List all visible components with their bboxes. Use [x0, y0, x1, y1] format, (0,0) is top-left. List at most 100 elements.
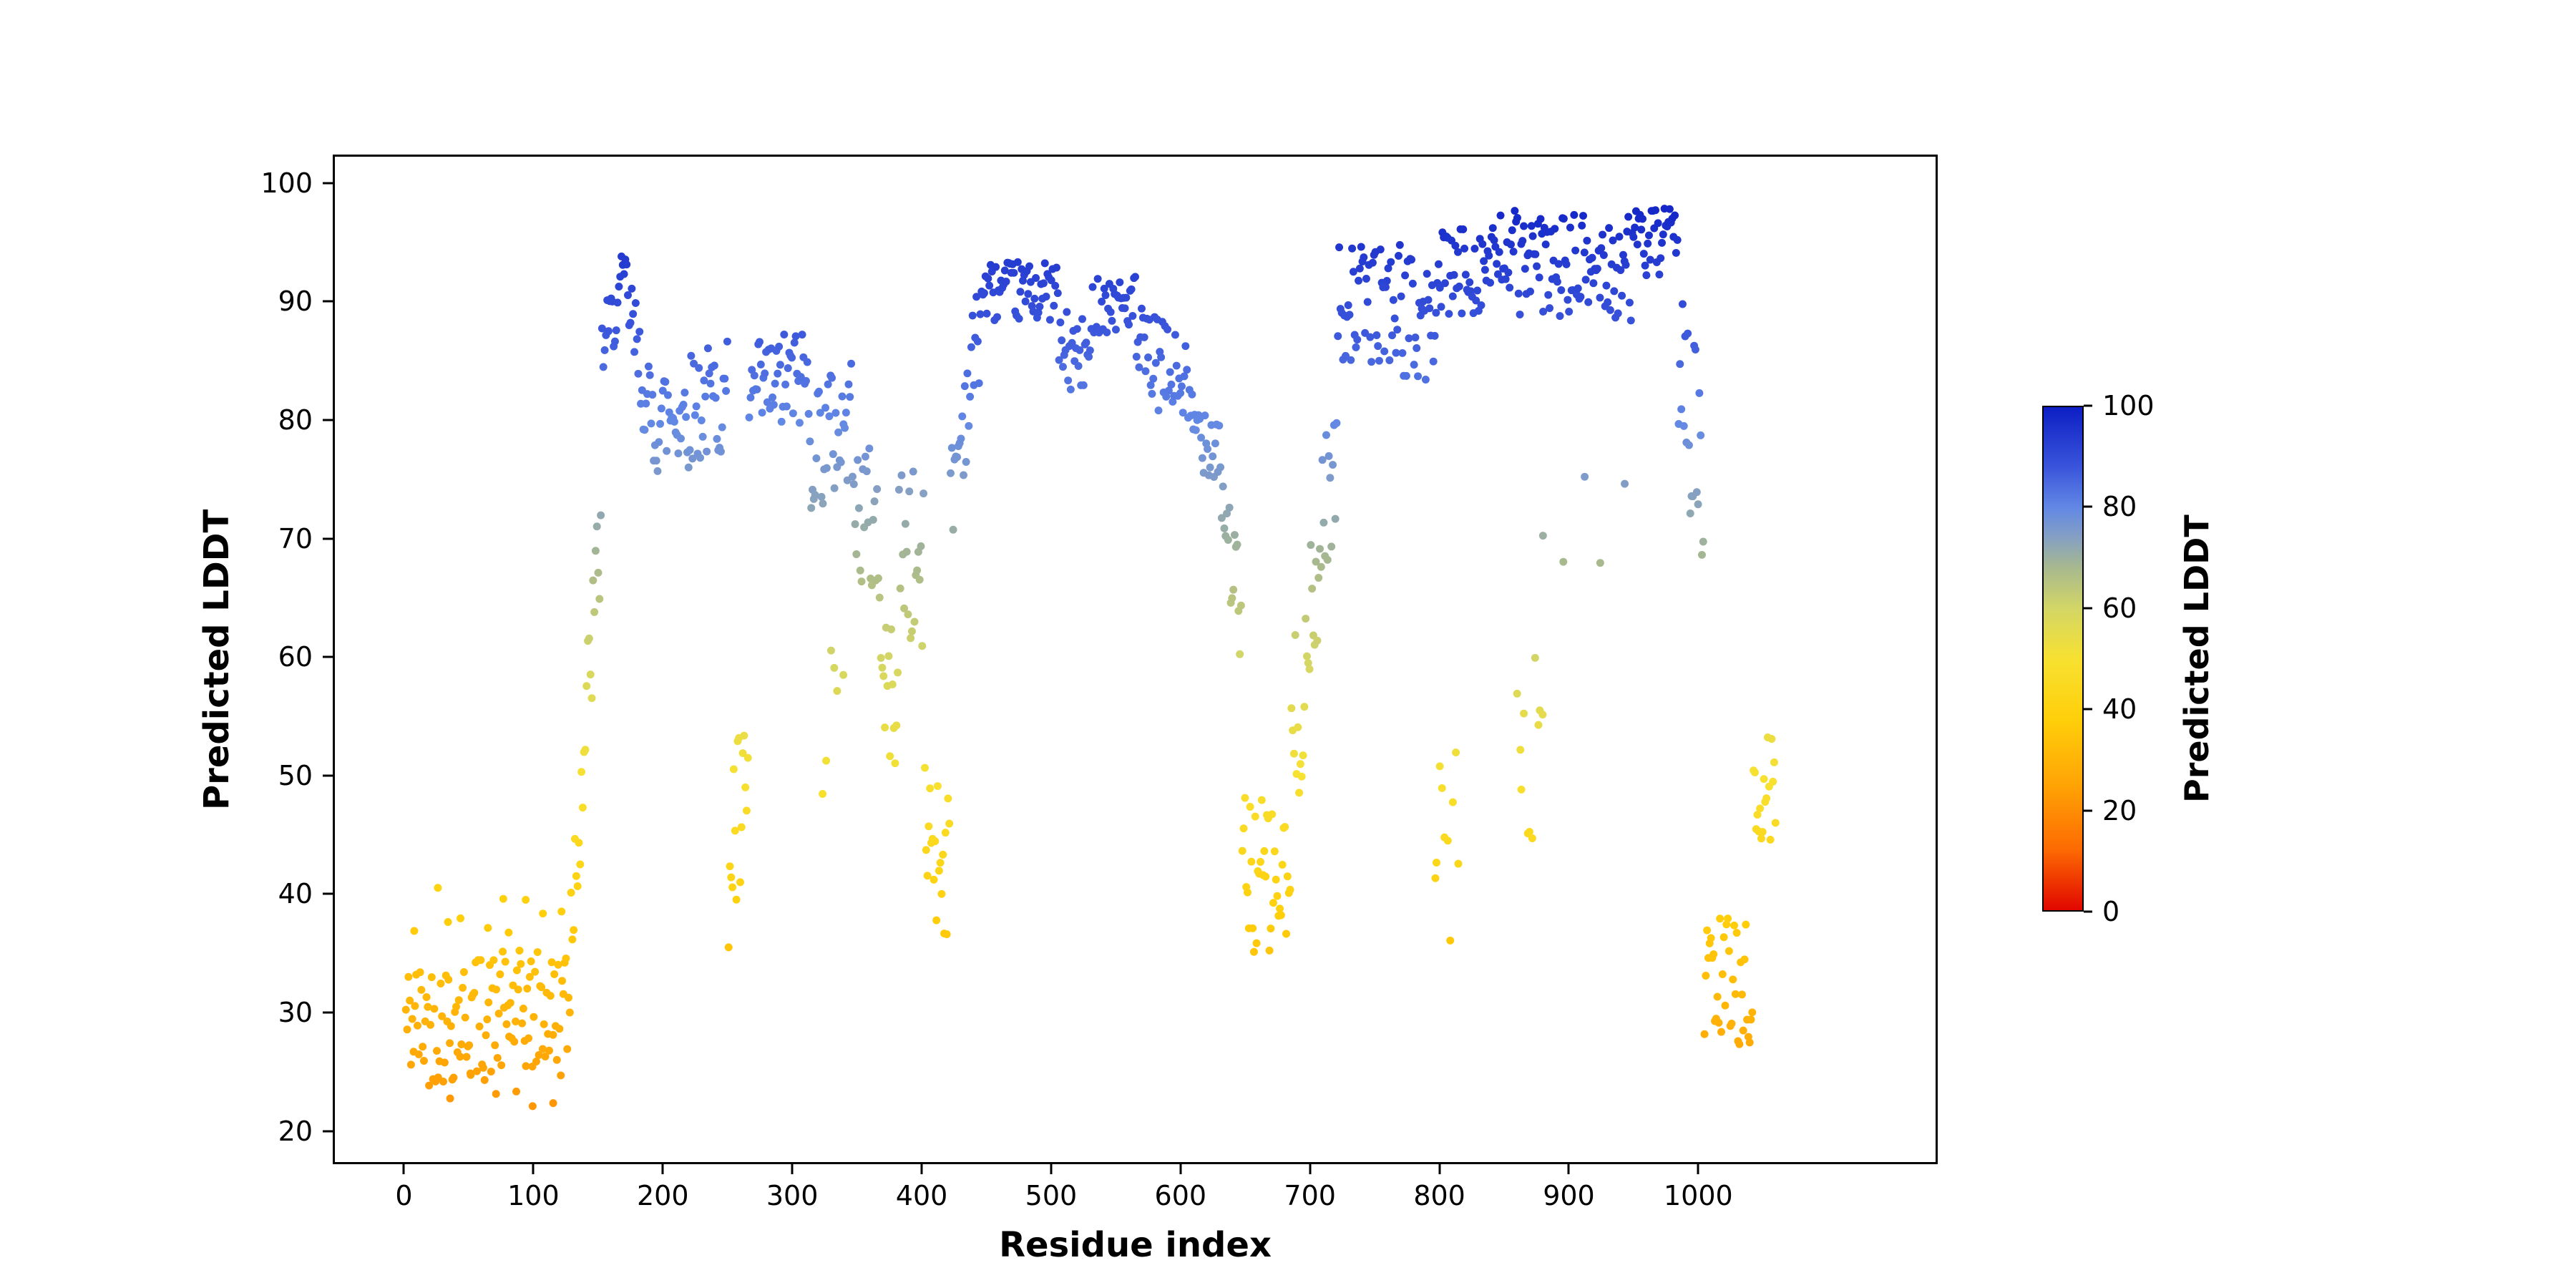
scatter-point — [993, 313, 1002, 321]
scatter-point — [1056, 318, 1065, 327]
scatter-point — [1750, 769, 1759, 777]
scatter-point — [1257, 796, 1266, 804]
scatter-point — [663, 447, 671, 455]
scatter-point — [736, 878, 744, 887]
scatter-point — [907, 634, 915, 643]
scatter-point — [844, 380, 853, 389]
scatter-point — [1217, 514, 1226, 522]
scatter-point — [426, 1020, 435, 1029]
scatter-svg — [401, 205, 1780, 1111]
scatter-point — [427, 973, 436, 982]
scatter-point — [1686, 509, 1694, 517]
scatter-point — [1137, 304, 1146, 313]
scatter-point — [865, 444, 874, 453]
scatter-point — [705, 369, 713, 378]
scatter-point — [422, 993, 431, 1001]
scatter-point — [1239, 824, 1248, 833]
scatter-point — [1531, 250, 1540, 258]
scatter-point — [1605, 224, 1614, 233]
y-tick-mark — [323, 419, 333, 421]
scatter-point — [484, 924, 492, 932]
scatter-point — [1493, 260, 1501, 268]
scatter-point — [728, 883, 737, 892]
scatter-point — [848, 472, 857, 481]
colorbar-tick-mark — [2084, 404, 2092, 407]
scatter-point — [1641, 261, 1649, 270]
colorbar-tick-mark — [2084, 809, 2092, 812]
scatter-point — [537, 983, 546, 992]
scatter-point — [923, 872, 932, 880]
scatter-point — [1393, 326, 1402, 334]
scatter-point — [985, 281, 994, 290]
colorbar-tick-label: 100 — [2102, 390, 2155, 421]
scatter-point — [966, 392, 975, 401]
y-tick-mark — [323, 1130, 333, 1133]
x-tick-label: 200 — [636, 1180, 689, 1211]
y-tick-mark — [323, 182, 333, 185]
scatter-point — [467, 1070, 475, 1079]
scatter-point — [815, 387, 823, 396]
scatter-point — [419, 1043, 427, 1051]
scatter-point — [1514, 289, 1523, 298]
scatter-point — [554, 960, 562, 969]
scatter-point — [1149, 374, 1158, 383]
scatter-point — [1228, 594, 1236, 602]
scatter-point — [798, 331, 806, 339]
scatter-point — [737, 823, 746, 831]
scatter-point — [630, 348, 639, 356]
scatter-point — [403, 1025, 411, 1034]
scatter-point — [1238, 847, 1246, 855]
scatter-point — [910, 618, 919, 626]
scatter-point — [512, 1018, 520, 1026]
scatter-point — [1495, 248, 1503, 256]
scatter-point — [1397, 292, 1405, 301]
scatter-point — [690, 359, 698, 368]
scatter-point — [1748, 1008, 1757, 1017]
scatter-point — [401, 1005, 410, 1014]
scatter-point — [1533, 262, 1541, 270]
scatter-point — [462, 1053, 471, 1061]
scatter-point — [1625, 298, 1634, 307]
scatter-point — [1535, 273, 1543, 282]
scatter-point — [1513, 689, 1521, 698]
x-tick-label: 100 — [507, 1180, 560, 1211]
scatter-point — [1760, 775, 1768, 784]
scatter-point — [452, 1002, 461, 1011]
scatter-point — [1047, 276, 1055, 285]
scatter-point — [1179, 409, 1187, 417]
scatter-point — [1758, 828, 1767, 836]
scatter-point — [604, 327, 613, 336]
scatter-point — [973, 337, 982, 346]
colorbar-tick-label: 40 — [2102, 693, 2137, 726]
scatter-point — [1556, 312, 1564, 321]
scatter-point — [1382, 276, 1391, 285]
scatter-point — [1332, 419, 1341, 427]
scatter-point — [535, 1050, 543, 1059]
scatter-point — [1307, 541, 1315, 550]
scatter-point — [642, 399, 650, 408]
scatter-point — [1443, 836, 1452, 845]
scatter-point — [1342, 351, 1350, 360]
scatter-point — [1684, 441, 1693, 449]
scatter-point — [1015, 314, 1023, 323]
scatter-point — [510, 1038, 519, 1046]
scatter-point — [984, 274, 992, 283]
x-tick-label: 600 — [1154, 1180, 1207, 1211]
scatter-point — [1088, 283, 1097, 291]
scatter-point — [446, 1094, 454, 1103]
scatter-point — [695, 364, 703, 372]
scatter-point — [410, 927, 419, 935]
scatter-point — [640, 426, 649, 434]
scatter-point — [1287, 704, 1296, 713]
scatter-point — [1387, 258, 1395, 266]
scatter-point — [1616, 266, 1625, 274]
scatter-point — [862, 467, 871, 476]
scatter-point — [440, 1058, 449, 1067]
scatter-point — [525, 972, 534, 981]
scatter-point — [1151, 358, 1160, 367]
scatter-point — [1455, 282, 1463, 291]
scatter-point — [1604, 298, 1612, 306]
scatter-point — [615, 283, 623, 291]
scatter-point — [1644, 239, 1652, 248]
